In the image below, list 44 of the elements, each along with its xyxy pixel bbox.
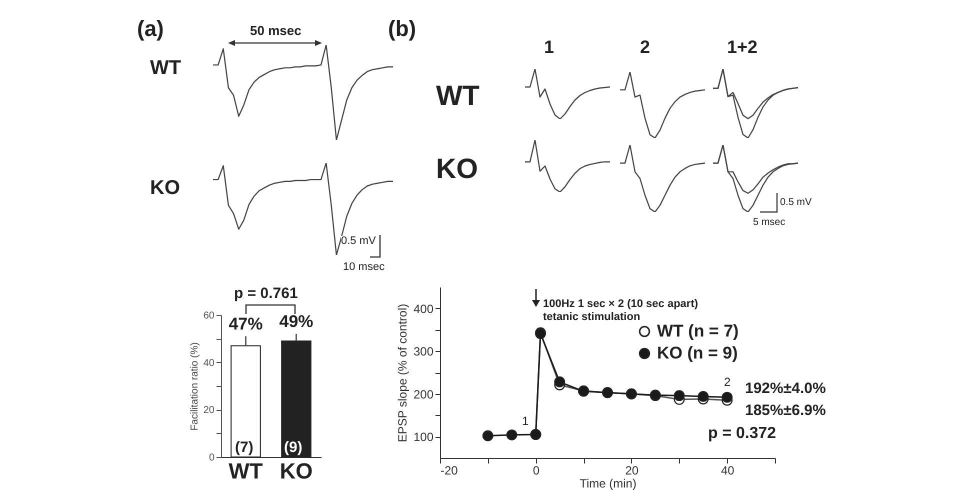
y-axis-title: Facilitation ratio (%) xyxy=(189,342,200,431)
annotation: tetanic stimulation xyxy=(543,311,640,323)
annotation: 192%±4.0% xyxy=(745,380,826,397)
text: p = 0.761 xyxy=(234,285,298,302)
annotation: 185%±6.9% xyxy=(745,402,826,419)
text: KO xyxy=(150,177,180,199)
y-tick-label: 40 xyxy=(203,358,215,369)
chart-title: 1 xyxy=(544,37,554,57)
data-label: 47% xyxy=(228,314,263,334)
chart-title: 2 xyxy=(640,37,650,57)
annotation: 0.5 mV xyxy=(341,235,376,247)
x-tick-label: 20 xyxy=(625,464,639,478)
x-axis-title: Time (min) xyxy=(580,476,636,490)
x-tick-label: 40 xyxy=(720,464,735,478)
annotation: 0.5 mV xyxy=(780,197,812,208)
annotation: 2 xyxy=(724,375,731,389)
annotation: (9) xyxy=(284,439,302,456)
text: 5 msec xyxy=(753,217,786,228)
y-tick-label: 60 xyxy=(203,310,215,322)
x-tick-label: 0 xyxy=(532,464,540,478)
text: (a) xyxy=(137,16,164,41)
y-axis-title: EPSP slope (% of control) xyxy=(395,304,410,442)
y-tick-label: 300 xyxy=(413,344,434,359)
y-tick-label: 20 xyxy=(203,405,215,416)
annotation: p = 0.372 xyxy=(708,425,776,442)
annotation: (7) xyxy=(235,439,254,456)
data-label: 49% xyxy=(279,312,314,331)
text: KO xyxy=(436,153,478,184)
text: (b) xyxy=(388,16,416,41)
y-tick-label: 400 xyxy=(413,302,434,316)
annotation: 1 xyxy=(522,414,529,428)
annotation: 100Hz 1 sec × 2 (10 sec apart) xyxy=(543,298,698,310)
text: 50 msec xyxy=(250,23,302,38)
x-tick-label: WT xyxy=(228,458,264,484)
text: 10 msec xyxy=(343,261,385,273)
x-tick-label: KO xyxy=(280,458,313,484)
y-tick-label: 100 xyxy=(413,430,434,444)
legend-label: WT (n = 7) xyxy=(657,322,739,340)
text: WT xyxy=(436,80,480,111)
legend-label: KO (n = 9) xyxy=(657,344,738,362)
y-tick-label: 200 xyxy=(413,387,434,402)
chart-title: 1+2 xyxy=(727,37,758,57)
x-tick-label: -20 xyxy=(440,464,458,478)
text: WT xyxy=(150,57,182,79)
